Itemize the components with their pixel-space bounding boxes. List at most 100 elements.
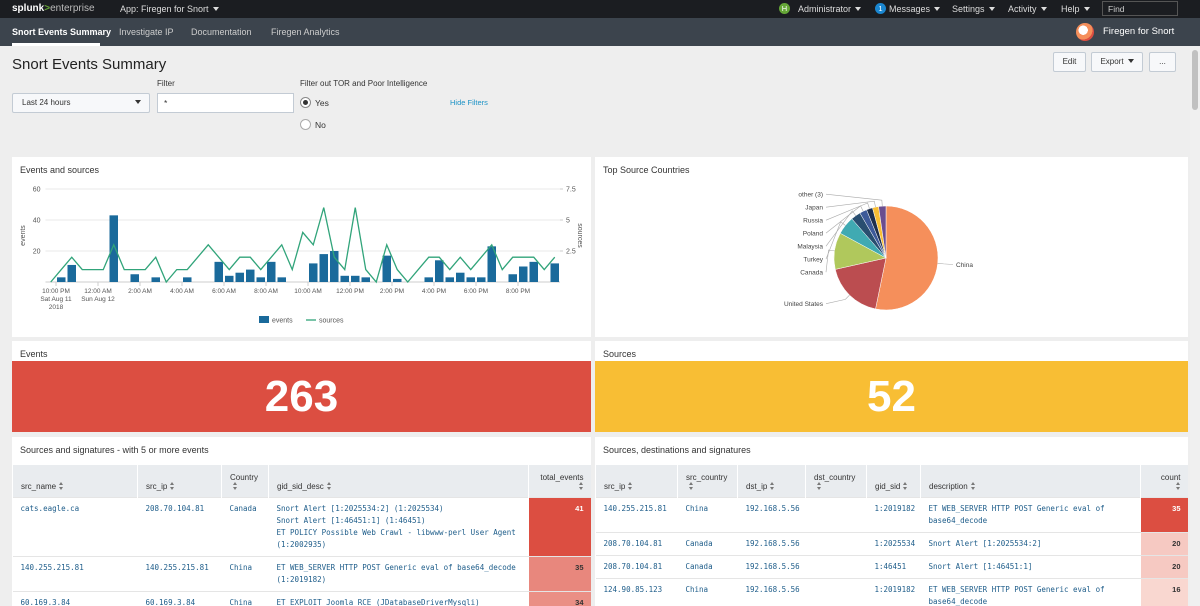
column-header[interactable]: total_events bbox=[528, 465, 591, 497]
heat-cell: 41 bbox=[528, 496, 591, 556]
x-tick-label: 4:00 AM bbox=[170, 288, 194, 295]
radio-no[interactable] bbox=[300, 119, 311, 130]
cell-line: Snort Alert [1:2025534:2] (1:2025534) bbox=[276, 503, 444, 513]
pie-label: United States bbox=[784, 301, 824, 308]
messages-menu[interactable]: Messages bbox=[889, 4, 940, 14]
table-head: src_ip src_country dst_ip dst_country gid_si… bbox=[595, 465, 1188, 497]
more-button[interactable]: ... bbox=[1149, 52, 1176, 72]
bar bbox=[183, 277, 192, 282]
x-tick-label: 6:00 AM bbox=[212, 288, 236, 295]
table-cell: 1:2019182 bbox=[866, 577, 921, 606]
activity-menu[interactable]: Activity bbox=[1008, 4, 1047, 14]
x-tick-label: 6:00 PM bbox=[464, 288, 488, 295]
header-row: src_name src_ip Country gid_sid_desc total_e… bbox=[12, 465, 591, 497]
app-menu[interactable]: App: Firegen for Snort bbox=[120, 4, 219, 14]
table-cell: 208.70.104.81 bbox=[595, 531, 678, 555]
scroll-thumb[interactable] bbox=[1192, 50, 1198, 110]
nav-item[interactable]: Documentation bbox=[191, 27, 252, 37]
radio-yes[interactable] bbox=[300, 97, 311, 108]
column-name: dst_country bbox=[814, 472, 856, 482]
table-cell: Snort Alert [1:2025534:2] (1:2025534) Sno… bbox=[268, 496, 529, 556]
column-header[interactable]: src_ip bbox=[595, 465, 678, 497]
column-header[interactable]: src_country bbox=[677, 465, 738, 497]
table-cell: China bbox=[677, 496, 738, 532]
table-body: 140.255.215.81 China 192.168.5.56 1:2019182… bbox=[595, 496, 1188, 606]
table-body: cats.eagle.ca 208.70.104.81 Canada Snort Al… bbox=[12, 496, 591, 606]
pie-label: Japan bbox=[805, 205, 823, 212]
x-tick-label: Sun Aug 12 bbox=[81, 296, 115, 303]
column-header[interactable]: dst_country bbox=[805, 465, 867, 497]
bar bbox=[519, 266, 528, 282]
table-cell: 208.70.104.81 bbox=[137, 496, 222, 556]
line bbox=[50, 207, 556, 284]
help-label: Help bbox=[1061, 4, 1080, 14]
column-header[interactable]: count bbox=[1140, 465, 1188, 497]
export-label: Export bbox=[1100, 57, 1133, 66]
bar bbox=[456, 272, 465, 282]
dashboard-title: Snort Events Summary bbox=[12, 56, 167, 73]
table-cell: ET WEB_SERVER HTTP POST Generic eval of … bbox=[920, 496, 1141, 532]
help-menu[interactable]: Help bbox=[1061, 4, 1090, 14]
bar bbox=[445, 277, 454, 282]
x-tick-label: 10:00 PM bbox=[42, 288, 70, 295]
nav-item[interactable]: Investigate IP bbox=[119, 27, 174, 37]
radio-yes-label: Yes bbox=[315, 98, 329, 108]
find-input[interactable]: Find bbox=[1102, 1, 1178, 16]
panel-title: Events and sources bbox=[20, 165, 100, 175]
table-cell: ET WEB_SERVER HTTP POST Generic eval of … bbox=[268, 555, 529, 591]
bar bbox=[529, 261, 538, 282]
table-cell: 124.90.85.123 bbox=[595, 577, 678, 606]
column-header[interactable]: Country bbox=[221, 465, 269, 497]
legend-label: sources bbox=[319, 318, 344, 325]
events-chart-panel: Events and sources 20 40 60 2.5 5 7.5 events so… bbox=[12, 157, 591, 337]
panel-title: Sources, destinations and signatures bbox=[603, 445, 751, 455]
nav-item-active[interactable]: Snort Events Summary bbox=[12, 27, 112, 37]
column-header[interactable]: src_ip bbox=[137, 465, 222, 497]
table-cell: 192.168.5.56 bbox=[737, 496, 806, 532]
table-cell: 1:2025534 bbox=[866, 531, 921, 555]
column-header[interactable]: dst_ip bbox=[737, 465, 806, 497]
bar bbox=[151, 277, 160, 282]
table-cell: 192.168.5.56 bbox=[737, 577, 806, 606]
bar bbox=[57, 277, 66, 282]
panel-title: Sources and signatures - with 5 or more … bbox=[20, 445, 209, 455]
activity-label: Activity bbox=[1008, 4, 1037, 14]
column-header[interactable]: gid_sid_desc bbox=[268, 465, 529, 497]
empty-cell bbox=[805, 496, 867, 532]
column-name: dst_ip bbox=[746, 481, 768, 491]
table-head: src_name src_ip Country gid_sid_desc total_e… bbox=[12, 465, 591, 497]
x-tick-label: 2:00 AM bbox=[128, 288, 152, 295]
leader-line bbox=[825, 200, 876, 208]
nav-item[interactable]: Firegen Analytics bbox=[271, 27, 340, 37]
sources-single-panel: Sources 52 bbox=[595, 341, 1188, 432]
x-tick-label: 12:00 PM bbox=[336, 288, 364, 295]
y-axis-title: events bbox=[20, 225, 27, 246]
heat-cell: 20 bbox=[1140, 531, 1188, 555]
filter-input[interactable]: * bbox=[157, 93, 294, 113]
column-header[interactable]: src_name bbox=[12, 465, 138, 497]
column-name: src_ip bbox=[604, 481, 626, 491]
time-picker[interactable]: Last 24 hours bbox=[12, 93, 150, 113]
bar bbox=[309, 263, 318, 282]
edit-button[interactable]: Edit bbox=[1053, 52, 1086, 72]
hide-filters-link[interactable]: Hide Filters bbox=[450, 98, 488, 107]
export-button[interactable]: Export bbox=[1091, 52, 1143, 72]
x-tick-label: 10:00 AM bbox=[294, 288, 321, 295]
user-menu[interactable]: Administrator bbox=[798, 4, 861, 14]
settings-menu[interactable]: Settings bbox=[952, 4, 995, 14]
sort-icon bbox=[628, 481, 633, 490]
table-cell: 1:2019182 bbox=[866, 496, 921, 532]
table-row: 140.255.215.81 China 192.168.5.56 1:2019182… bbox=[595, 496, 1188, 532]
column-header[interactable]: description bbox=[920, 465, 1141, 497]
column-header[interactable]: gid_sid bbox=[866, 465, 921, 497]
table-cell: ET WEB_SERVER HTTP POST Generic eval of … bbox=[920, 577, 1141, 606]
bar bbox=[235, 272, 244, 282]
leader-line bbox=[825, 210, 856, 247]
column-name: gid_sid bbox=[875, 481, 901, 491]
pie-label: Poland bbox=[803, 231, 824, 238]
app-nav: Snort Events Summary Investigate IP Docu… bbox=[0, 18, 1200, 46]
settings-label: Settings bbox=[952, 4, 985, 14]
y2-tick-label: 7.5 bbox=[566, 187, 576, 194]
bar bbox=[267, 261, 276, 282]
table-cell: 60.169.3.84 bbox=[137, 590, 222, 606]
